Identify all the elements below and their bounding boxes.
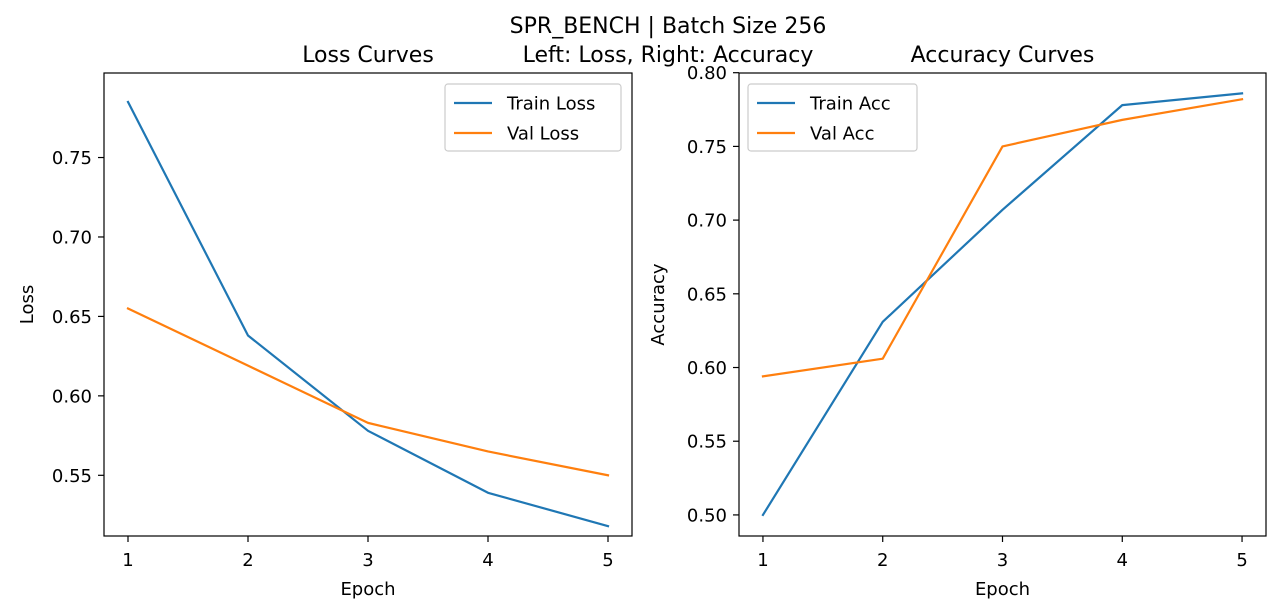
loss-series-line-train-loss — [126, 100, 610, 528]
loss-y-tick-label: 0.65 — [52, 307, 92, 328]
loss-y-tick-label: 0.55 — [52, 466, 92, 487]
accuracy-series-line-val-acc — [761, 97, 1244, 378]
loss-y-axis-label: Loss — [17, 285, 38, 324]
accuracy-y-tick-label: 0.60 — [687, 358, 727, 379]
loss-x-tick-label: 3 — [362, 550, 373, 571]
loss-x-tick-label: 1 — [122, 550, 133, 571]
accuracy-x-tick-label: 1 — [757, 550, 768, 571]
loss-y-tick-label: 0.70 — [52, 227, 92, 248]
loss-y-tick-label: 0.60 — [52, 386, 92, 407]
accuracy-x-tick-label: 5 — [1236, 550, 1247, 571]
loss-legend-label: Val Loss — [507, 124, 579, 145]
accuracy-y-tick-label: 0.55 — [687, 432, 727, 453]
accuracy-x-tick-label: 4 — [1117, 550, 1128, 571]
accuracy-y-tick-label: 0.65 — [687, 284, 727, 305]
accuracy-y-tick-label: 0.50 — [687, 505, 727, 526]
loss-series-line-val-loss — [126, 307, 610, 477]
accuracy-legend-box — [747, 83, 918, 152]
accuracy-y-tick-label: 0.75 — [687, 137, 727, 158]
accuracy-x-tick-label: 3 — [997, 550, 1008, 571]
accuracy-y-tick-label: 0.80 — [687, 63, 727, 84]
loss-legend-box — [444, 83, 622, 152]
loss-x-tick-label: 5 — [602, 550, 613, 571]
loss-x-axis-label: Epoch — [340, 579, 395, 600]
accuracy-y-tick-label: 0.70 — [687, 211, 727, 232]
accuracy-legend-label: Val Acc — [810, 124, 874, 145]
figure-suptitle-line1: SPR_BENCH | Batch Size 256 — [510, 14, 827, 39]
accuracy-x-tick-label: 2 — [877, 550, 888, 571]
accuracy-series-line-train-acc — [761, 92, 1244, 517]
accuracy-legend-label: Train Acc — [809, 94, 891, 115]
accuracy-y-axis-label: Accuracy — [648, 263, 669, 346]
figure-suptitle-line2: Left: Loss, Right: Accuracy — [523, 43, 814, 68]
loss-legend-label: Train Loss — [506, 94, 595, 115]
accuracy-chart-panel: 1 2 3 4 5 0.50 0.55 0.60 0.65 0.70 0.75 0.80 Accurac… — [648, 43, 1267, 600]
loss-chart-panel: 1 2 3 4 5 0.55 0.60 0.65 0.70 0.75 Loss Curves Epoc… — [17, 43, 633, 600]
accuracy-chart-title: Accuracy Curves — [911, 43, 1095, 68]
loss-chart-title: Loss Curves — [302, 43, 434, 68]
loss-y-tick-label: 0.75 — [52, 148, 92, 169]
loss-x-tick-label: 2 — [242, 550, 253, 571]
accuracy-x-axis-label: Epoch — [975, 579, 1030, 600]
loss-x-tick-label: 4 — [482, 550, 493, 571]
